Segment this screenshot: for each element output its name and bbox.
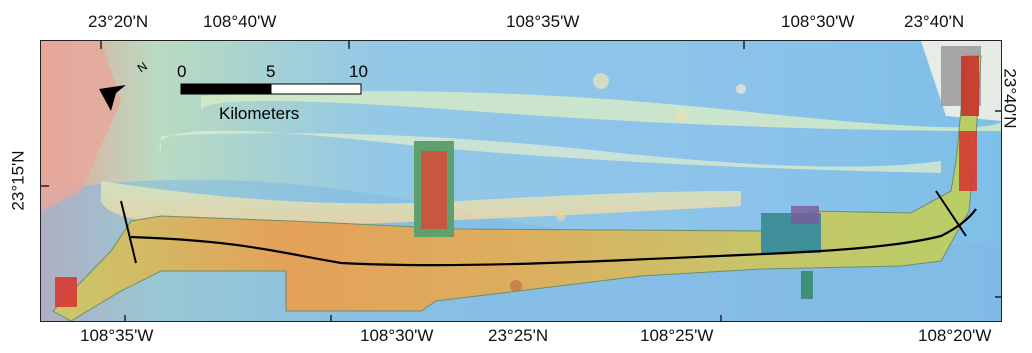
bottom-label-108-25W: 108°25'W [640,326,714,345]
scale-tick-10: 10 [349,62,368,81]
bottom-label-23-25N: 23°25'N [488,326,549,345]
bottom-label-108-35W: 108°35'W [80,326,154,345]
top-label-108-35W: 108°35'W [506,12,580,31]
ridge-band [201,91,1001,131]
top-label-108-40W: 108°40'W [203,12,277,31]
scale-bar: 0 5 10 Kilometers [177,62,368,123]
survey-red-right [959,131,977,191]
bottom-label-108-30W: 108°30'W [360,326,434,345]
scale-unit-label: Kilometers [219,104,299,123]
top-label-23-40N: 23°40'N [904,12,965,31]
ship-track-line [130,208,977,267]
track-end-marker-left [120,200,137,264]
landmass-pink [41,41,121,211]
track-end-marker-right [935,190,967,237]
right-label-23-40N: 23°40'N [1000,68,1020,129]
bathymetry-map: N 0 5 10 Kilometers [40,40,1002,322]
left-label-23-15N: 23°15'N [8,150,28,211]
scale-tick-0: 0 [177,62,186,81]
top-label-23-20N: 23°20'N [88,12,149,31]
bottom-label-108-20W: 108°20'W [918,326,992,345]
top-label-108-30W: 108°30'W [781,12,855,31]
scale-tick-5: 5 [266,62,275,81]
survey-red-left [55,277,77,307]
